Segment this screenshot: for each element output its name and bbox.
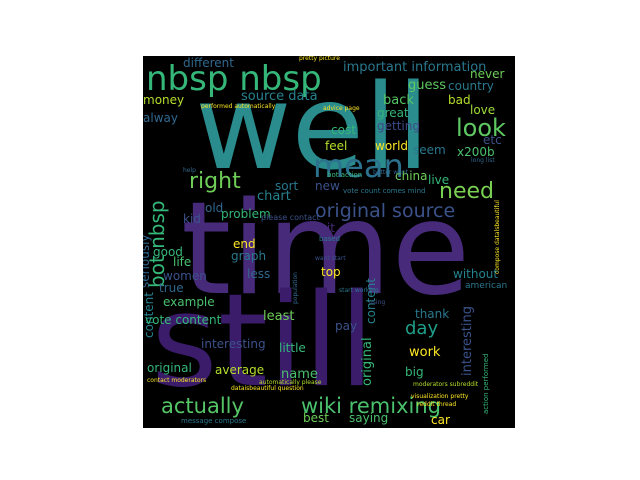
word-performed-automatically: performed automatically bbox=[201, 103, 276, 110]
word-chart: chart bbox=[257, 189, 291, 204]
word-automatically-please: automatically please bbox=[259, 379, 322, 386]
word-less: less bbox=[247, 267, 271, 281]
word-least: least bbox=[263, 309, 295, 324]
word-problem: problem bbox=[221, 207, 271, 221]
word-population: population bbox=[292, 272, 299, 304]
word-old: old bbox=[205, 201, 224, 215]
word-action-performed: action performed bbox=[482, 353, 490, 414]
word-name: original bbox=[147, 361, 192, 375]
word-bad: bad bbox=[448, 93, 471, 107]
word-original-vert: original bbox=[360, 337, 375, 386]
word-car: best bbox=[303, 411, 329, 425]
word-reddit-thread: reddit thread bbox=[417, 401, 457, 408]
word-country: country bbox=[448, 79, 494, 93]
word-graph: graph bbox=[231, 249, 267, 263]
word-contact-moderators: contact moderators bbox=[147, 377, 207, 384]
word-top: top bbox=[321, 265, 341, 279]
word-look: look bbox=[456, 114, 506, 142]
word-end: end bbox=[233, 237, 256, 251]
word-cost: cost bbox=[331, 123, 356, 137]
word-shit: shit bbox=[313, 221, 335, 235]
word-please-contact: please contact bbox=[261, 213, 320, 222]
word-women: women bbox=[163, 269, 207, 283]
word-example: example bbox=[163, 295, 215, 309]
word-money: money bbox=[143, 93, 185, 107]
word-important-information: important information bbox=[343, 60, 487, 75]
word-wiki-remixing: wiki remixing bbox=[301, 394, 441, 418]
word-need: need bbox=[439, 179, 494, 204]
word-visualization-pretty: visualization pretty bbox=[411, 393, 469, 400]
word-china: china bbox=[395, 169, 428, 183]
word-pay: pay bbox=[335, 319, 358, 333]
word-start-working: start working bbox=[339, 287, 379, 294]
word-source-data: source data bbox=[241, 89, 318, 104]
word-original-source: original source bbox=[315, 200, 456, 222]
word-bot-action: bot action bbox=[327, 171, 363, 179]
word-world: world bbox=[375, 139, 409, 153]
word-average: work bbox=[409, 345, 441, 360]
word-true: true bbox=[159, 281, 184, 295]
word-good: good bbox=[153, 245, 183, 259]
word-american: american bbox=[465, 281, 508, 291]
word-great: great bbox=[377, 106, 409, 120]
word-using: using bbox=[369, 299, 386, 306]
word-live: live bbox=[428, 173, 450, 187]
word-interesting-vert: interesting bbox=[460, 306, 475, 376]
word-alway: alway bbox=[143, 111, 178, 125]
word-best: name bbox=[281, 367, 318, 382]
word-well: well bbox=[195, 58, 430, 196]
word-want-start: want start bbox=[315, 255, 346, 262]
word-vote-content: vote content bbox=[145, 313, 222, 327]
word-new: new bbox=[315, 179, 340, 193]
word-never: never bbox=[470, 67, 505, 81]
word-sort: sort bbox=[275, 179, 299, 193]
word-saying: big bbox=[405, 365, 424, 379]
word-work: little bbox=[279, 341, 306, 355]
word-moderators-subreddit: moderators subreddit bbox=[413, 381, 479, 388]
word-countrie: saying bbox=[349, 411, 389, 425]
word-kid: kid bbox=[183, 212, 201, 226]
word-little: interesting bbox=[201, 337, 266, 351]
word-cloud: well time still nbsp nbsp mean look righ… bbox=[143, 56, 515, 428]
word-compose-datalsbeautiful: compose datalsbeautiful bbox=[494, 200, 501, 274]
word-message-compose: message compose bbox=[181, 417, 247, 425]
word-back: back bbox=[383, 93, 414, 108]
word-pretty-picture: pretty picture bbox=[299, 56, 340, 62]
word-datalsbeautiful-question: dataisbeautiful question bbox=[231, 385, 304, 392]
word-day: day bbox=[405, 318, 439, 339]
word-getting: getting bbox=[377, 119, 420, 133]
word-guess: guess bbox=[408, 78, 447, 93]
word-still: still bbox=[151, 267, 375, 416]
word-based: based bbox=[319, 235, 341, 243]
word-seriously: seriously bbox=[143, 234, 152, 288]
word-issue: car bbox=[431, 413, 450, 427]
word-life: life bbox=[173, 255, 192, 269]
word-better-want: better want bbox=[373, 169, 409, 176]
word-nbsp-nbsp: nbsp nbsp bbox=[146, 59, 322, 99]
word-right: right bbox=[189, 169, 241, 194]
word-love: love bbox=[470, 103, 496, 117]
word-time: time bbox=[181, 175, 471, 324]
word-big: average bbox=[215, 363, 265, 377]
word-seem: seem bbox=[413, 143, 446, 157]
word-without: without bbox=[453, 267, 499, 281]
word-different: different bbox=[183, 56, 234, 70]
word-long-list: long list bbox=[471, 157, 495, 164]
word-actually: actually bbox=[161, 394, 244, 418]
word-x200b: x200b bbox=[457, 145, 495, 159]
word-thank: thank bbox=[415, 307, 450, 321]
word-etc: etc bbox=[483, 133, 502, 147]
word-mean: mean bbox=[313, 147, 404, 185]
word-vote-count: vote count comes mind bbox=[343, 187, 426, 195]
word-advice-page: advice page bbox=[323, 105, 360, 112]
word-feel: feel bbox=[325, 139, 348, 153]
word-help: help bbox=[183, 167, 196, 174]
